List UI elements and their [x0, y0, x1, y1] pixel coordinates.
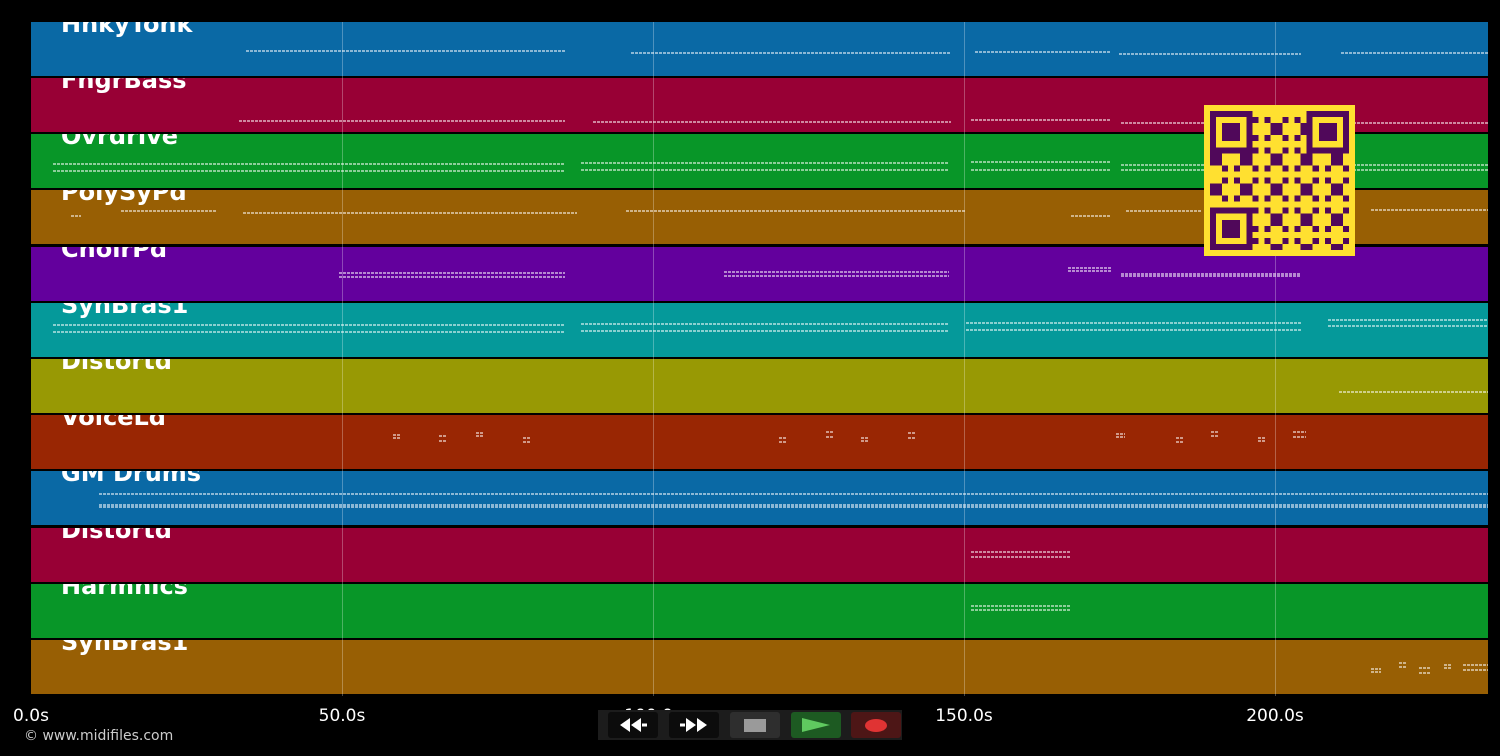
stop-icon	[744, 718, 766, 732]
track-label: HnkyTonk	[61, 22, 193, 38]
timeline-tick-label: 50.0s	[318, 706, 366, 726]
track-notes	[1371, 662, 1488, 674]
track-label: SynBras1	[61, 640, 189, 656]
track-notes	[71, 209, 1488, 217]
track-notes	[53, 319, 1488, 333]
qr-code[interactable]	[1204, 105, 1355, 256]
track-label: FngrBass	[61, 78, 187, 94]
play-button[interactable]	[791, 712, 841, 738]
track-label: VoiceLd	[61, 415, 166, 431]
track-notes	[53, 161, 1488, 172]
track-label: Ovrdrive	[61, 134, 179, 150]
track-label: Distortd	[61, 359, 172, 375]
track-lane: Distortd	[31, 359, 1488, 413]
track-lane: SynBras1	[31, 640, 1488, 694]
track-notes	[339, 267, 1301, 278]
track-lane: Harmnics	[31, 584, 1488, 638]
copyright-notice: © www.midifiles.com	[24, 728, 174, 744]
track-notes	[971, 551, 1071, 558]
track-label: Harmnics	[61, 584, 188, 600]
record-button[interactable]	[851, 712, 901, 738]
track-lane: GM Drums	[31, 471, 1488, 525]
track-lane: Distortd	[31, 528, 1488, 582]
track-notes	[99, 493, 1488, 508]
track-label: PolySyPd	[61, 190, 187, 206]
track-lane: ChoirPd	[31, 247, 1488, 301]
timeline-tick-label: 0.0s	[13, 706, 49, 726]
fast-forward-button[interactable]	[669, 712, 719, 738]
track-notes	[1339, 391, 1488, 393]
rewind-button[interactable]	[608, 712, 658, 738]
track-lane: HnkyTonk	[31, 22, 1488, 76]
track-notes	[239, 119, 1488, 124]
track-label: GM Drums	[61, 471, 202, 487]
track-notes	[246, 50, 1488, 55]
track-notes	[393, 431, 1306, 443]
record-icon	[865, 718, 887, 732]
transport-controls	[598, 710, 902, 740]
track-label: SynBras1	[61, 303, 189, 319]
track-label: Distortd	[61, 528, 172, 544]
timeline-tick-label: 200.0s	[1246, 706, 1304, 726]
rewind-icon	[620, 718, 647, 732]
track-notes	[971, 605, 1071, 611]
track-label: ChoirPd	[61, 247, 168, 263]
stop-button[interactable]	[730, 712, 780, 738]
timeline-tick-label: 150.0s	[935, 706, 993, 726]
track-lane: SynBras1	[31, 303, 1488, 357]
track-lane: VoiceLd	[31, 415, 1488, 469]
play-icon	[802, 718, 830, 732]
fast-forward-icon	[680, 718, 707, 732]
